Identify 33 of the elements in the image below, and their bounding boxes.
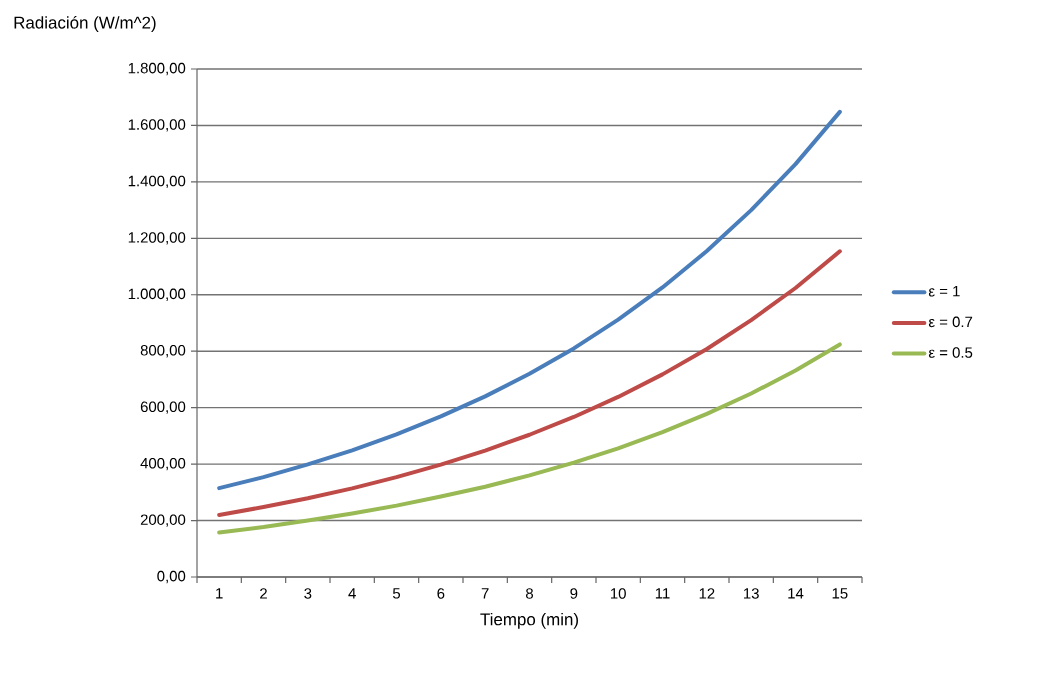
x-tick-label: 13: [744, 588, 759, 599]
y-tick-label: 400,00: [140, 457, 186, 471]
x-axis-title: Tiempo (min): [480, 612, 578, 629]
x-tick-label: 12: [699, 588, 715, 599]
x-tick-label: 15: [832, 588, 848, 599]
x-tick-label: 9: [570, 588, 578, 599]
x-tick-label: 3: [304, 588, 312, 599]
y-tick-label: 0,00: [157, 570, 186, 584]
x-tick-label: 6: [437, 588, 445, 599]
x-tick-label: 1: [216, 588, 223, 599]
y-tick-label: 1.000,00: [128, 288, 186, 301]
x-tick-label: 11: [655, 588, 670, 599]
x-tick-label: 8: [526, 588, 534, 599]
x-tick-label: 2: [260, 588, 267, 599]
x-tick-label: 14: [788, 588, 804, 599]
y-tick-label: 1.800,00: [128, 62, 186, 76]
y-tick-label: 800,00: [140, 345, 186, 358]
line-series: [217, 249, 842, 517]
x-tick-label: 4: [348, 588, 356, 599]
legend-label: ε = 1: [928, 286, 960, 297]
y-tick-label: 200,00: [140, 514, 186, 527]
line-series: [217, 109, 842, 491]
y-tick-label: 1.600,00: [128, 119, 186, 132]
legend-label: ε = 0.7: [928, 316, 973, 328]
x-tick-label: 10: [611, 588, 626, 599]
y-axis-title: Radiación (W/m^2): [14, 16, 156, 32]
line-series: [217, 342, 842, 535]
x-tick-label: 7: [481, 588, 489, 599]
y-tick-label: 600,00: [140, 401, 186, 414]
x-tick-label: 5: [392, 588, 401, 599]
y-tick-label: 1.400,00: [128, 175, 186, 189]
y-tick-label: 1.200,00: [128, 232, 186, 245]
legend-label: ε = 0.5: [928, 347, 973, 358]
